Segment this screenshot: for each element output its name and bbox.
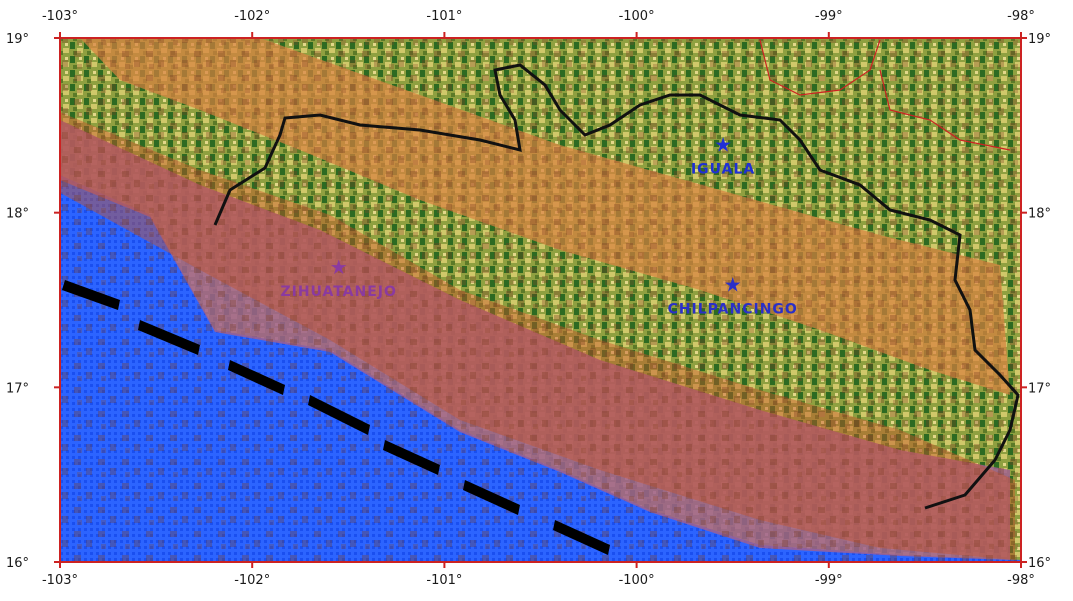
- city-star-icon: ★: [714, 133, 732, 157]
- longitude-tick-top: -103°: [42, 9, 78, 24]
- city-label: CHILPANCINGO: [668, 301, 798, 317]
- map-frame: [59, 37, 1022, 563]
- latitude-tick-right: 16°: [1028, 556, 1051, 571]
- city-star-icon: ★: [724, 272, 742, 296]
- shoreline-markers: [62, 280, 610, 555]
- longitude-tick-top: -100°: [619, 9, 655, 24]
- longitude-tick-top: -101°: [426, 9, 462, 24]
- latitude-tick-right: 19°: [1028, 32, 1051, 47]
- city-markers: ★ IGUALA ★ CHILPANCINGO ★ ZIHUATANEJO: [280, 133, 798, 318]
- graticule-labels: -103° -103° -102° -102° -101° -101° -100° -100°…: [6, 9, 1051, 588]
- latitude-tick-left: 18°: [6, 207, 29, 222]
- state-border: [213, 63, 1020, 510]
- longitude-tick-top: -102°: [234, 9, 270, 24]
- latitude-tick-right: 17°: [1028, 381, 1051, 396]
- longitude-tick-bottom: -101°: [426, 573, 462, 588]
- city-star-icon: ★: [330, 255, 348, 279]
- city-label: ZIHUATANEJO: [280, 284, 396, 300]
- latitude-tick-left: 19°: [6, 32, 29, 47]
- longitude-tick-top: -98°: [1007, 9, 1035, 24]
- city-label: IGUALA: [691, 162, 755, 178]
- longitude-tick-bottom: -102°: [234, 573, 270, 588]
- longitude-tick-bottom: -100°: [619, 573, 655, 588]
- map-body: [60, 38, 1021, 562]
- latitude-tick-left: 17°: [6, 381, 29, 396]
- longitude-tick-top: -99°: [815, 9, 843, 24]
- latitude-tick-right: 18°: [1028, 207, 1051, 222]
- longitude-tick-bottom: -99°: [815, 573, 843, 588]
- longitude-tick-bottom: -98°: [1007, 573, 1035, 588]
- speckle-overlay: [60, 38, 1021, 562]
- latitude-tick-left: 16°: [6, 556, 29, 571]
- municipal-borders: [759, 39, 1011, 151]
- longitude-tick-bottom: -103°: [42, 573, 78, 588]
